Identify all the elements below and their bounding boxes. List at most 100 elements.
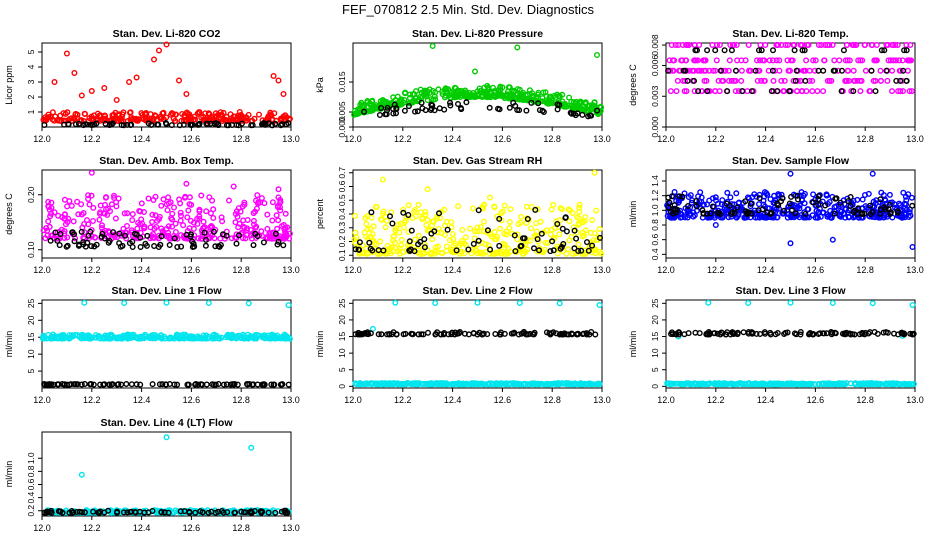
x-tick-label: 12.0 [657, 265, 675, 275]
data-point [283, 509, 290, 516]
data-point [671, 188, 678, 195]
data-point [540, 89, 547, 96]
data-point [96, 216, 103, 223]
data-point [885, 57, 892, 64]
data-point [183, 90, 190, 97]
y-tick-label: 0 [337, 384, 347, 389]
data-point [894, 42, 901, 49]
data-point [100, 381, 107, 388]
data-point [394, 93, 401, 100]
data-point [180, 121, 187, 128]
y-axis-label: degrees C [628, 64, 638, 106]
y-tick-label: 0.5 [337, 194, 347, 206]
data-point [121, 210, 128, 217]
data-point [535, 100, 542, 107]
data-point [501, 230, 508, 237]
data-point [881, 47, 888, 54]
data-point [116, 230, 123, 237]
data-point [527, 96, 534, 103]
data-point [202, 236, 209, 243]
data-point [467, 225, 474, 232]
data-point [163, 434, 170, 441]
data-point [829, 42, 836, 49]
x-tick-label: 12.0 [33, 265, 51, 275]
series-magenta [665, 42, 915, 95]
chart-title: Stan. Dev. Li-820 CO2 [113, 28, 221, 40]
data-point [785, 211, 792, 218]
data-point [850, 67, 857, 74]
data-point [90, 381, 97, 388]
data-point [516, 107, 523, 114]
data-point [827, 207, 834, 214]
data-point [829, 236, 836, 243]
data-point [801, 190, 808, 197]
data-point [492, 331, 499, 338]
data-point [883, 67, 890, 74]
data-point [115, 381, 122, 388]
data-point [758, 77, 765, 84]
data-point [99, 230, 106, 237]
y-tick-label: 1.0 [650, 204, 660, 216]
data-point [546, 381, 553, 388]
chart-title: Stan. Dev. Gas Stream RH [413, 155, 542, 167]
data-point [151, 225, 158, 232]
data-point [138, 216, 145, 223]
data-point [761, 214, 768, 221]
data-point [241, 335, 248, 342]
x-tick-label: 12.0 [344, 265, 362, 275]
chart-title: Stan. Dev. Line 4 (LT) Flow [100, 417, 233, 429]
data-point [706, 197, 713, 204]
data-point [810, 331, 817, 338]
y-tick-label: 0.4 [26, 491, 36, 503]
data-point [49, 109, 56, 116]
data-point [715, 77, 722, 84]
data-point [691, 42, 698, 49]
data-point [588, 246, 595, 253]
data-point [59, 335, 66, 342]
data-point [742, 198, 749, 205]
data-point [155, 232, 162, 239]
data-point [361, 108, 368, 115]
y-tick-label: 1.0 [26, 452, 36, 464]
y-tick-label: 0.10 [26, 241, 36, 258]
data-point [578, 219, 585, 226]
data-point [724, 189, 731, 196]
data-point [586, 380, 593, 387]
data-point [213, 113, 220, 120]
data-point [232, 509, 239, 516]
data-point [904, 67, 911, 74]
data-point [550, 201, 557, 208]
data-point [402, 90, 409, 97]
data-point [123, 381, 130, 388]
data-point [244, 216, 251, 223]
data-point [844, 57, 851, 64]
x-tick-label: 12.2 [707, 395, 725, 405]
data-point [436, 105, 443, 112]
data-point [241, 201, 248, 208]
data-point [778, 198, 785, 205]
data-point [787, 67, 794, 74]
data-point [444, 226, 451, 233]
y-axis-label: ml/min [4, 331, 14, 358]
data-point [275, 77, 282, 84]
data-point [384, 242, 391, 249]
data-point [254, 192, 261, 199]
data-point [901, 200, 908, 207]
data-point [242, 235, 249, 242]
data-point [85, 192, 92, 199]
data-point [561, 380, 568, 387]
data-point [707, 210, 714, 217]
data-point [72, 121, 79, 128]
data-point [531, 245, 538, 252]
data-point [118, 121, 125, 128]
data-point [377, 238, 384, 245]
data-point [491, 228, 498, 235]
data-point [485, 84, 492, 91]
data-point [184, 110, 191, 117]
data-point [352, 246, 359, 253]
data-point [789, 207, 796, 214]
y-tick-label: 0.6 [650, 233, 660, 245]
data-point [205, 300, 212, 307]
data-point [862, 191, 869, 198]
chart-title: Stan. Dev. Li-820 Pressure [412, 28, 543, 40]
